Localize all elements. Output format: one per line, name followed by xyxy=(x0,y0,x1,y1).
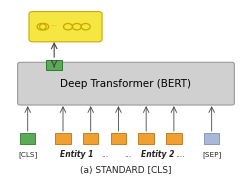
FancyBboxPatch shape xyxy=(111,134,126,144)
Text: [CLS]: [CLS] xyxy=(18,151,37,158)
Text: [SEP]: [SEP] xyxy=(202,151,221,158)
Text: Entity 2: Entity 2 xyxy=(141,150,174,159)
FancyBboxPatch shape xyxy=(138,134,154,144)
FancyBboxPatch shape xyxy=(204,134,219,144)
Text: ...: ... xyxy=(101,150,108,159)
Text: ....: .... xyxy=(175,150,185,159)
FancyBboxPatch shape xyxy=(46,59,62,70)
Text: Deep Transformer (BERT): Deep Transformer (BERT) xyxy=(60,79,192,89)
Text: ···: ··· xyxy=(51,22,58,31)
Text: Entity 1: Entity 1 xyxy=(60,150,93,159)
Text: (a) STANDARD [CLS]: (a) STANDARD [CLS] xyxy=(80,166,172,175)
FancyBboxPatch shape xyxy=(55,134,71,144)
Text: ...: ... xyxy=(124,150,131,159)
FancyBboxPatch shape xyxy=(29,12,102,42)
FancyBboxPatch shape xyxy=(83,134,98,144)
FancyBboxPatch shape xyxy=(166,134,181,144)
FancyBboxPatch shape xyxy=(18,62,234,105)
FancyBboxPatch shape xyxy=(20,134,35,144)
